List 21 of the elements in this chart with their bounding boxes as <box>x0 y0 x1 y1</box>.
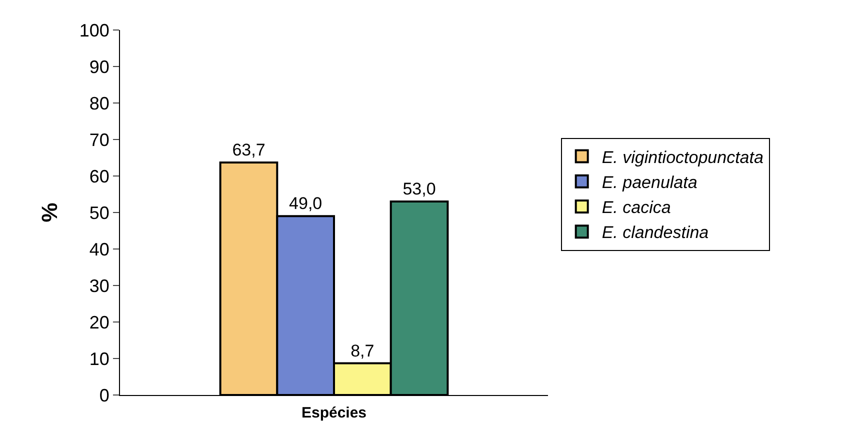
y-tick-label: 20 <box>89 312 110 332</box>
data-label: 53,0 <box>402 180 436 199</box>
y-tick-label: 30 <box>89 276 110 296</box>
y-axis-title: % <box>37 202 62 222</box>
legend-label: E. clandestina <box>602 223 709 242</box>
y-tick-label: 40 <box>89 239 110 260</box>
legend-label: E. cacica <box>602 198 671 218</box>
y-tick-label: 10 <box>89 348 110 369</box>
legend-label: E. paenulata <box>602 173 698 192</box>
y-tick-label: 0 <box>99 385 110 406</box>
y-tick-label: 80 <box>89 93 110 114</box>
y-tick-label: 60 <box>89 166 110 186</box>
y-tick-label: 50 <box>89 202 110 223</box>
y-tick-label: 90 <box>89 56 110 77</box>
data-label: 8,7 <box>350 341 374 360</box>
legend-label: E. vigintioctopunctata <box>602 148 764 167</box>
data-label: 63,7 <box>232 140 266 160</box>
x-axis-title: Espécies <box>301 404 367 422</box>
data-label: 49,0 <box>289 194 322 214</box>
y-tick-label: 70 <box>89 130 110 150</box>
y-tick-label: 100 <box>79 20 110 40</box>
